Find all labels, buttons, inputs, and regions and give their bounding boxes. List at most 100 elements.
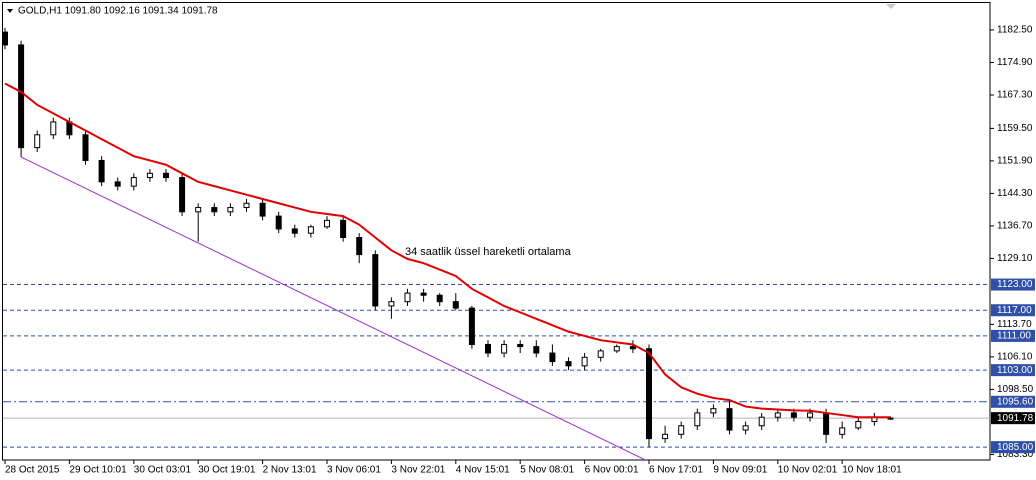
price-label-box [991, 412, 1035, 425]
level-label: 1117.00 [997, 305, 1032, 316]
x-tick-label: 10 Nov 02:01 [778, 465, 838, 476]
candle-body [388, 301, 395, 307]
candle-body [356, 236, 363, 256]
candle-body [436, 294, 443, 303]
candle-body [533, 346, 540, 354]
scroll-marker [886, 4, 896, 9]
candle-body [82, 134, 89, 161]
candle-body [34, 134, 41, 149]
candle-body [646, 348, 652, 440]
candle-body [98, 159, 105, 183]
candle-body [146, 172, 153, 179]
y-tick-label: 1159.50 [997, 123, 1033, 134]
ema-line [4, 82, 891, 419]
chart-header: GOLD,H1 1091.80 1092.16 1091.34 1091.78 [18, 6, 218, 17]
candle-body [597, 350, 604, 358]
y-tick-label: 1083.30 [997, 449, 1034, 460]
candle-body [662, 433, 669, 440]
candle-body [130, 177, 137, 187]
level-label: 1085.00 [997, 442, 1034, 453]
candle-body [211, 207, 218, 213]
candle-body [823, 412, 830, 435]
candle-body [163, 172, 169, 179]
candle-body [807, 412, 813, 418]
candle-body [259, 202, 266, 217]
y-tick-label: 1136.70 [997, 221, 1033, 232]
candle-body [549, 352, 556, 363]
price-label: 1091.78 [997, 413, 1034, 424]
candle-body [855, 420, 862, 429]
candle-body [758, 416, 765, 427]
plot-area [3, 27, 990, 460]
level-label: 1111.00 [997, 331, 1031, 342]
candle-body [179, 177, 186, 213]
level-label-box [991, 441, 1035, 454]
x-tick-label: 10 Nov 18:01 [842, 465, 902, 476]
candle-body [629, 346, 636, 350]
candle-body [227, 207, 234, 213]
x-tick-label: 5 Nov 08:01 [520, 465, 574, 476]
y-tick-label: 1182.50 [997, 25, 1033, 36]
x-tick-label: 29 Oct 10:01 [69, 465, 127, 476]
plot-frame [2, 2, 991, 461]
candle-body [452, 301, 459, 309]
candle-body [710, 408, 717, 414]
y-tick-label: 1129.10 [997, 253, 1033, 264]
candle-body [420, 292, 427, 296]
candle-body [694, 412, 701, 427]
candle-body [468, 307, 475, 345]
level-label-box [991, 364, 1035, 377]
x-tick-label: 6 Nov 17:01 [649, 465, 703, 476]
x-tick-label: 4 Nov 15:01 [456, 465, 510, 476]
candle-body [887, 417, 894, 420]
candle-body [372, 254, 379, 307]
y-tick-label: 1113.70 [997, 319, 1032, 330]
level-label-box [991, 395, 1035, 408]
candle-body [114, 181, 121, 187]
trendline [20, 156, 647, 460]
menu-arrow[interactable] [7, 9, 13, 13]
x-tick-label: 9 Nov 09:01 [713, 465, 767, 476]
candle-body [243, 202, 250, 209]
x-tick-label: 30 Oct 19:01 [198, 465, 256, 476]
candle-body [324, 219, 330, 228]
candle-body [581, 356, 588, 367]
y-tick-label: 1144.30 [997, 188, 1033, 199]
candle-body [726, 408, 733, 431]
candle-body [678, 425, 685, 435]
level-label-box [991, 278, 1035, 291]
x-tick-label: 6 Nov 00:01 [585, 465, 639, 476]
level-label-box [991, 329, 1035, 342]
level-label: 1095.60 [997, 396, 1034, 407]
x-tick-label: 30 Oct 03:01 [134, 465, 192, 476]
y-tick-label: 1151.90 [997, 156, 1033, 167]
x-tick-label: 3 Nov 06:01 [327, 465, 381, 476]
candle-body [790, 412, 797, 418]
y-tick-label: 1106.10 [997, 352, 1033, 363]
candle-body [340, 219, 347, 238]
candle-body [404, 292, 411, 303]
x-tick-label: 2 Nov 13:01 [263, 465, 317, 476]
x-tick-label: 3 Nov 22:01 [391, 465, 445, 476]
level-label: 1103.00 [997, 365, 1033, 376]
candle-body [275, 215, 282, 230]
y-tick-label: 1098.50 [997, 384, 1034, 395]
candle-body [50, 121, 57, 136]
candle-body [517, 343, 524, 348]
candle-body [565, 361, 572, 367]
candle-body [307, 226, 314, 234]
annotation: 34 saatlik üssel hareketli ortalama [405, 246, 572, 258]
candle-body [485, 343, 491, 354]
candle-body [613, 346, 620, 352]
candle-body [839, 427, 846, 435]
x-tick-label: 28 Oct 2015 [5, 465, 60, 476]
candle-body [195, 207, 202, 213]
y-tick-label: 1174.90 [997, 57, 1033, 68]
level-label: 1123.00 [997, 279, 1033, 290]
y-tick-label: 1167.30 [997, 90, 1033, 101]
candle-body [742, 425, 749, 431]
level-label-box [991, 304, 1035, 317]
candle-body [291, 228, 298, 234]
